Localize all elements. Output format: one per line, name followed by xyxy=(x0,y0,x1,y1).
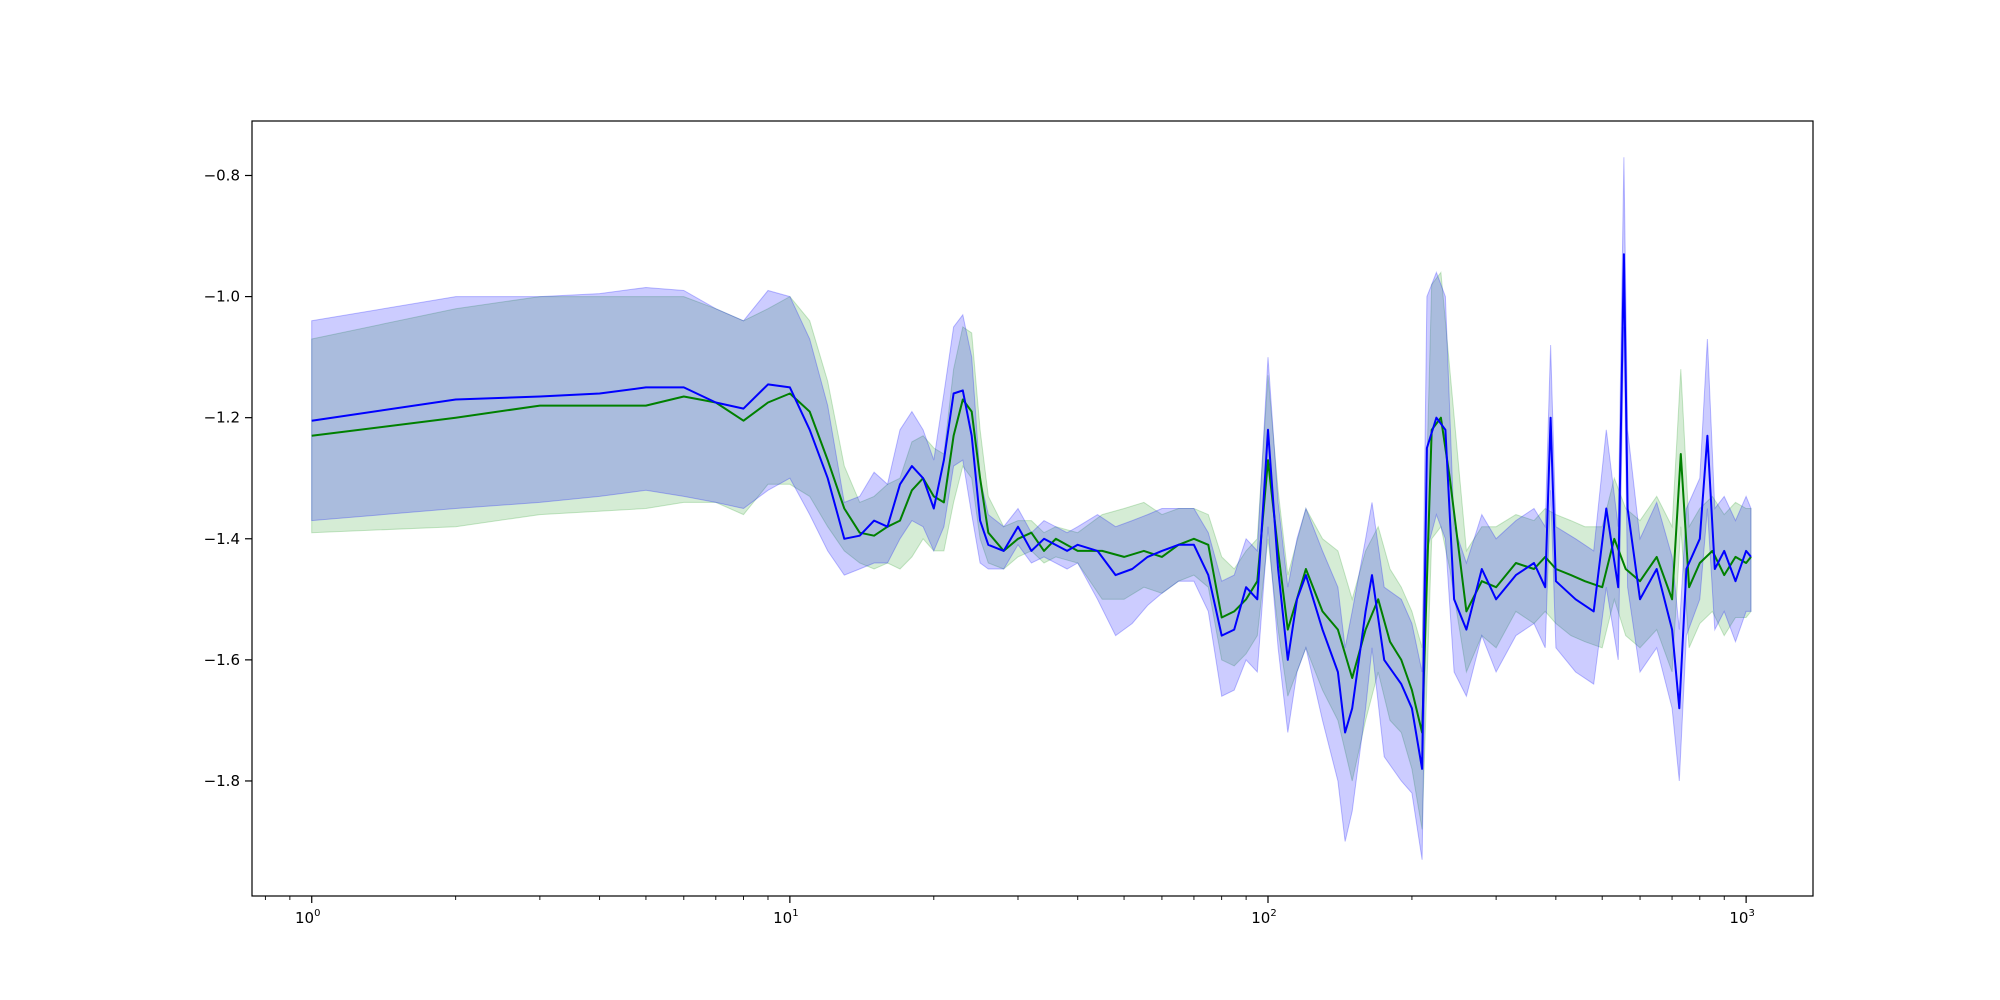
x-tick-label: 103 xyxy=(1729,908,1754,927)
y-tick-label: −1.0 xyxy=(204,288,240,306)
series-1-band xyxy=(311,157,1752,860)
x-tick-base: 10 xyxy=(295,909,314,927)
x-tick-label: 101 xyxy=(773,908,798,927)
y-tick-label: −1.4 xyxy=(204,530,240,548)
x-tick-exponent: 3 xyxy=(1748,908,1754,919)
series-1-line xyxy=(311,253,1752,770)
y-tick-label: −1.6 xyxy=(204,651,240,669)
series-lines xyxy=(311,253,1752,770)
x-tick-exponent: 0 xyxy=(314,908,320,919)
x-tick-label: 100 xyxy=(295,908,320,927)
x-tick-exponent: 1 xyxy=(792,908,798,919)
x-tick-base: 10 xyxy=(1251,909,1270,927)
x-axis-ticks: 100 101 102 103 xyxy=(264,896,1755,927)
x-tick-base: 10 xyxy=(773,909,792,927)
confidence-bands xyxy=(311,157,1752,860)
x-tick-label: 102 xyxy=(1251,908,1276,927)
axes-frame xyxy=(251,120,1814,897)
y-tick-label: −1.2 xyxy=(204,409,240,427)
x-tick-exponent: 2 xyxy=(1270,908,1276,919)
y-axis-ticks: −0.8 −1.0 −1.2 −1.4 −1.6 −1.8 xyxy=(204,166,252,790)
x-tick-base: 10 xyxy=(1729,909,1748,927)
y-tick-label: −0.8 xyxy=(204,166,240,184)
y-tick-label: −1.8 xyxy=(204,772,240,790)
